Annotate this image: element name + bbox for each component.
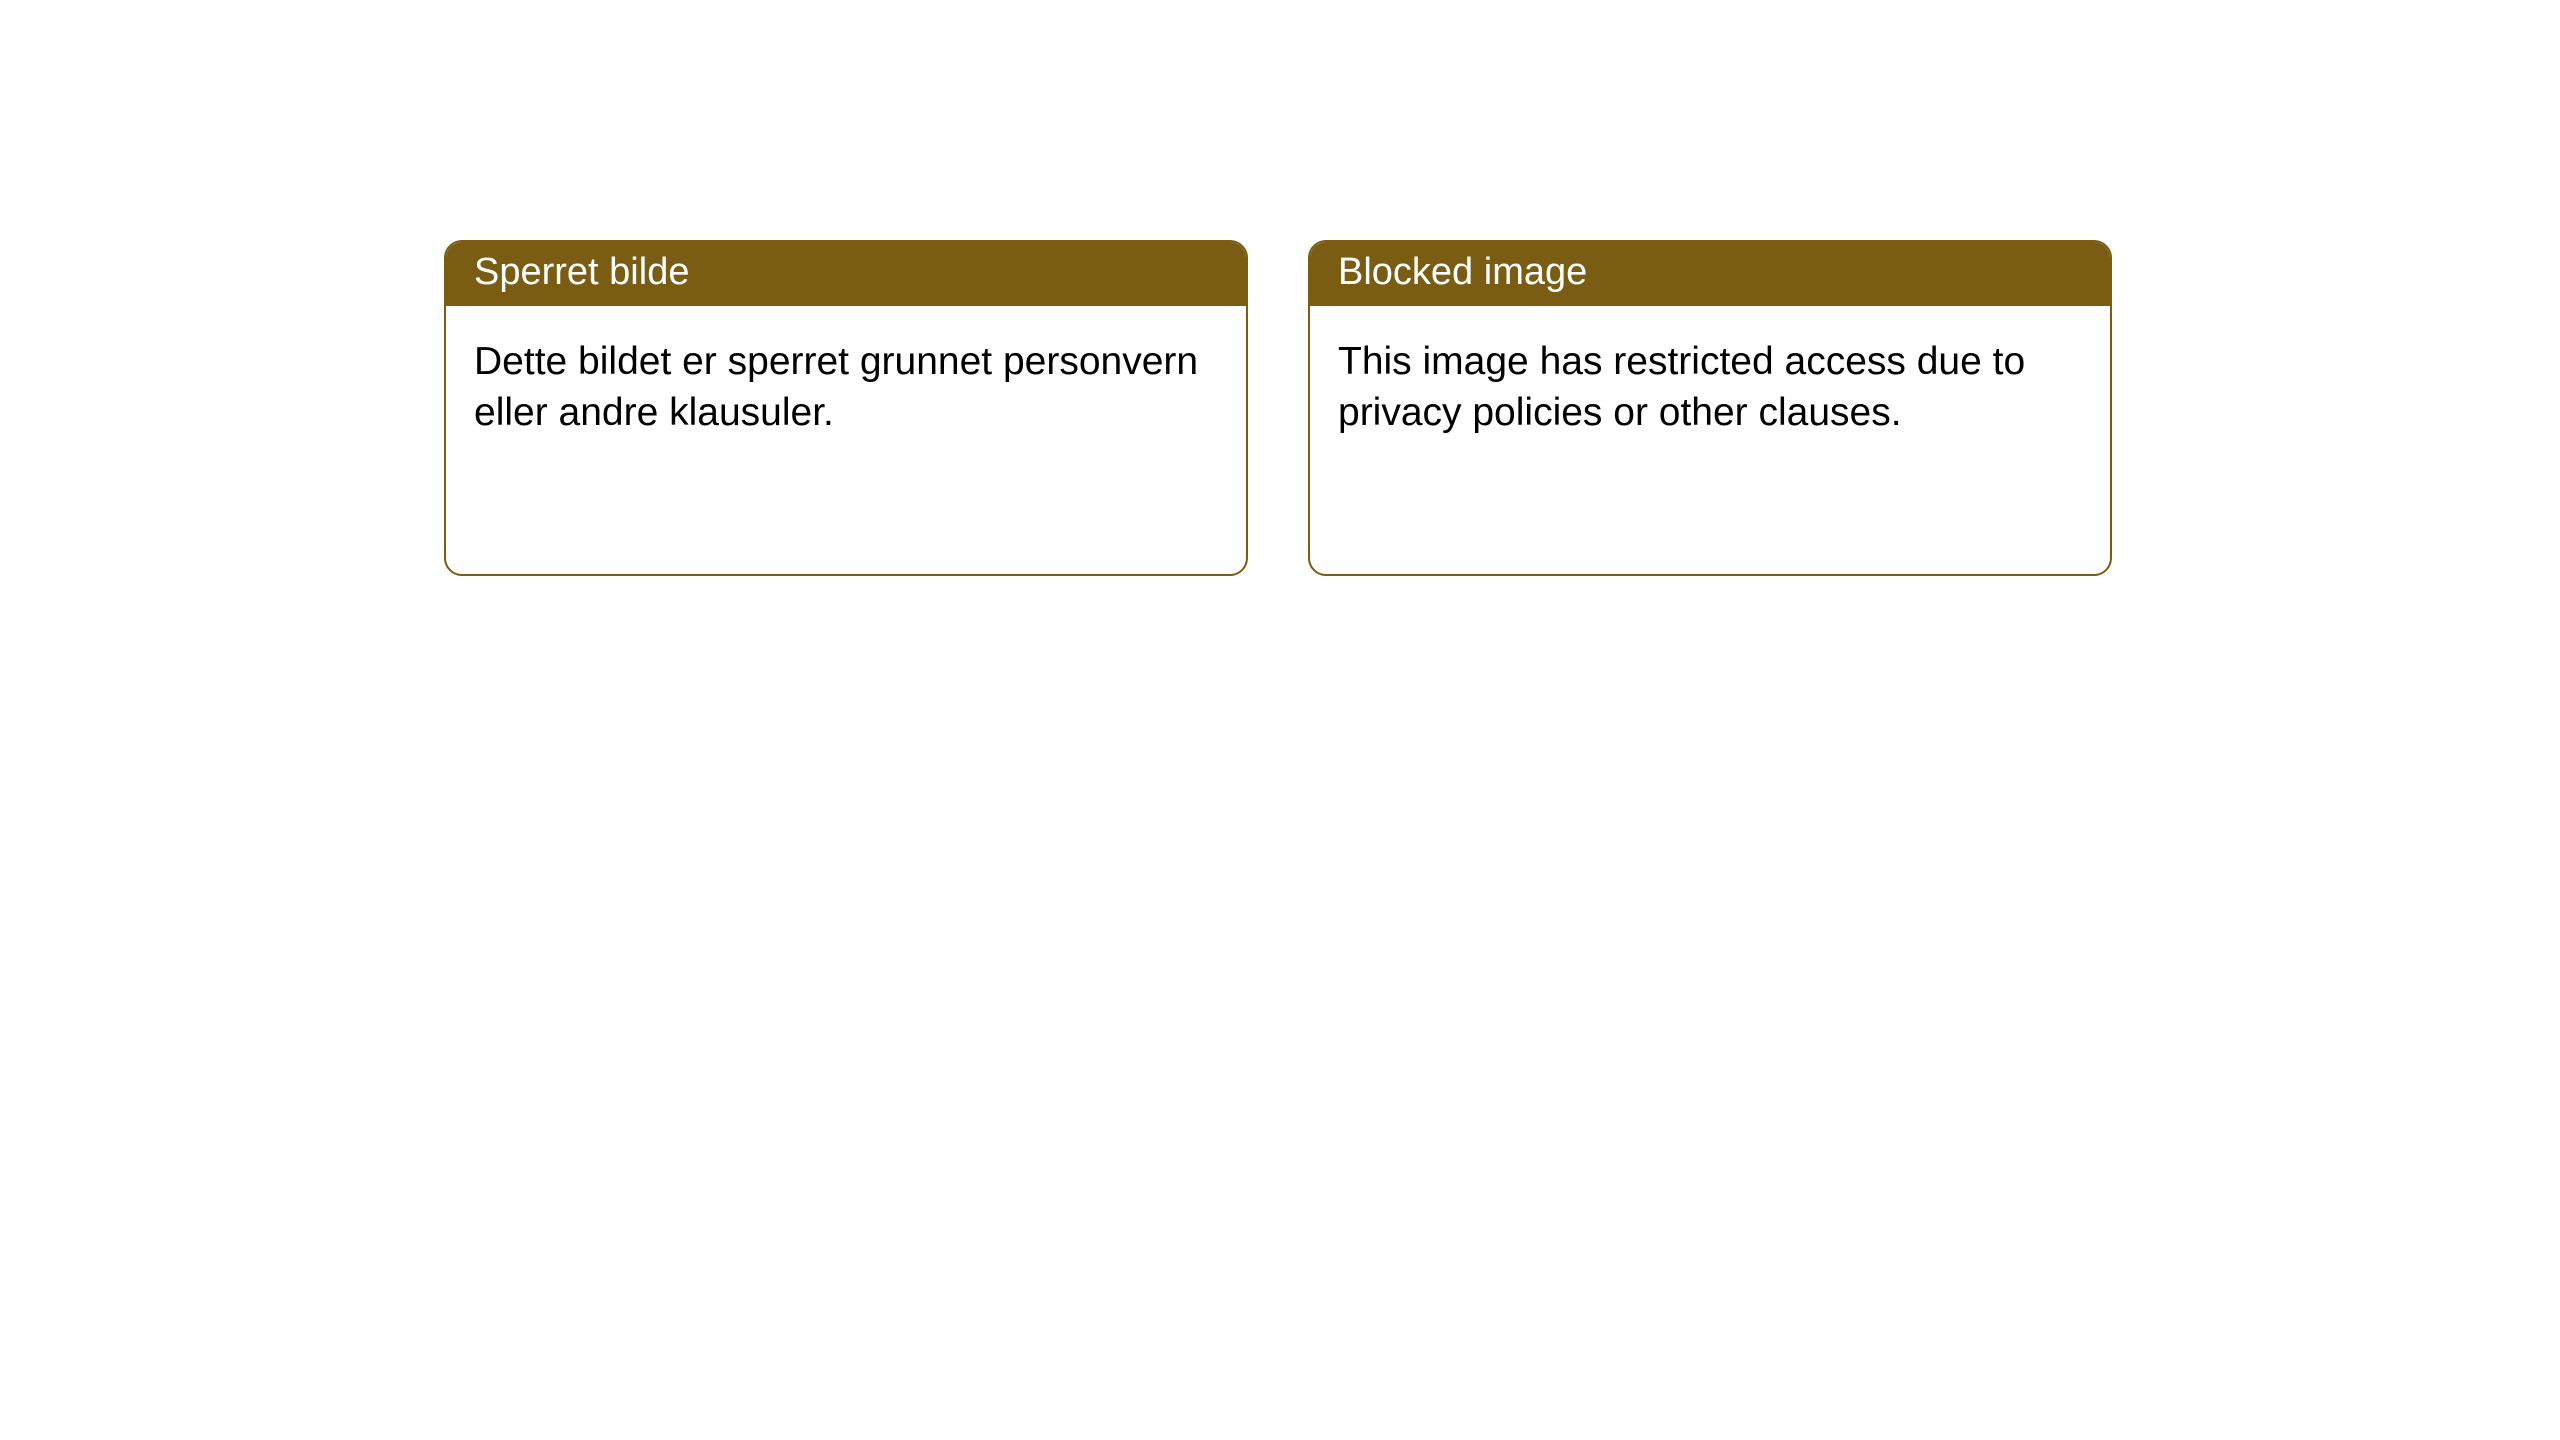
cards-container: Sperret bilde Dette bildet er sperret gr… <box>0 0 2560 576</box>
card-title-norwegian: Sperret bilde <box>474 251 689 293</box>
card-norwegian: Sperret bilde Dette bildet er sperret gr… <box>444 240 1248 576</box>
card-title-english: Blocked image <box>1338 251 1587 293</box>
card-body-text-norwegian: Dette bildet er sperret grunnet personve… <box>474 340 1198 434</box>
card-body-text-english: This image has restricted access due to … <box>1338 340 2025 434</box>
card-body-norwegian: Dette bildet er sperret grunnet personve… <box>446 306 1246 467</box>
card-english: Blocked image This image has restricted … <box>1308 240 2112 576</box>
card-header-english: Blocked image <box>1310 242 2110 306</box>
card-header-norwegian: Sperret bilde <box>446 242 1246 306</box>
card-body-english: This image has restricted access due to … <box>1310 306 2110 467</box>
